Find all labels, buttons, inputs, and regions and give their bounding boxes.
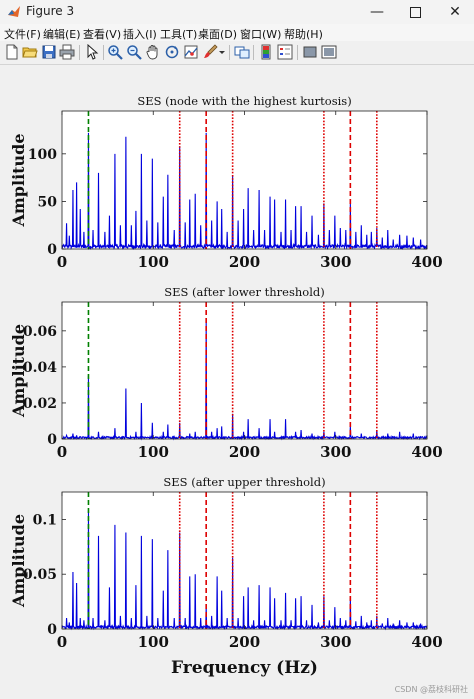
menu-window[interactable]: 窗口(W) — [240, 28, 282, 41]
y-tick-label: 0.02 — [23, 396, 57, 412]
axes-background — [62, 492, 427, 629]
y-tick-label: 50 — [38, 194, 58, 210]
x-tick-label: 300 — [320, 443, 351, 461]
minimize-button[interactable]: — — [358, 0, 396, 24]
y-tick-label: 0.05 — [23, 567, 57, 583]
subplot-2[interactable]: 0 100 200 300 400 0 0.02 0.04 0.06 SES (after low… — [9, 285, 443, 461]
y-tick-label: 0.04 — [23, 360, 57, 376]
menu-tools[interactable]: 工具(T) — [160, 28, 198, 41]
zoom-in-icon[interactable] — [107, 44, 123, 60]
menu-file[interactable]: 文件(F) — [4, 28, 41, 41]
toolbar-separator — [253, 45, 254, 60]
x-tick-label: 0 — [57, 633, 67, 651]
close-icon: ✕ — [449, 4, 461, 20]
rotate-3d-icon[interactable] — [164, 44, 180, 60]
hide-plot-tools-icon[interactable] — [302, 44, 318, 60]
zoom-out-icon[interactable] — [126, 44, 142, 60]
y-tick-label: 100 — [28, 147, 57, 163]
maximize-icon — [409, 6, 421, 18]
toolbar-separator — [79, 45, 80, 60]
y-axis-label: Amplitude — [9, 324, 28, 418]
y-tick-label: 0 — [47, 242, 57, 258]
link-plot-icon[interactable] — [234, 44, 250, 60]
x-tick-label: 0 — [57, 253, 67, 271]
y-axis-label: Amplitude — [9, 133, 28, 227]
pan-hand-icon[interactable] — [145, 44, 161, 60]
y-axis-label: Amplitude — [9, 514, 28, 608]
y-tick-label: 0.1 — [33, 512, 57, 528]
toolbar-separator — [297, 45, 298, 60]
x-tick-label: 300 — [320, 253, 351, 271]
menu-edit[interactable]: 编辑(E) — [43, 28, 81, 41]
y-tick-label: 0.06 — [23, 324, 57, 340]
window-titlebar: Figure 3 — ✕ — [0, 0, 474, 24]
x-tick-label: 300 — [320, 633, 351, 651]
subplot-title: SES (node with the highest kurtosis) — [137, 94, 351, 108]
subplot-3[interactable]: 0 100 200 300 400 0 0.05 0.1 SES (after upper th… — [9, 475, 443, 678]
x-tick-label: 100 — [138, 253, 169, 271]
figure-canvas: 0 100 200 300 400 0 50 100 SES (node with the hi… — [0, 65, 474, 699]
show-plot-tools-icon[interactable] — [321, 44, 337, 60]
menu-help[interactable]: 帮助(H) — [284, 28, 323, 41]
menu-bar: 文件(F) 编辑(E) 查看(V) 插入(I) 工具(T) 桌面(D) 窗口(W… — [0, 24, 474, 41]
x-tick-label: 200 — [229, 253, 260, 271]
new-figure-icon[interactable] — [4, 44, 20, 60]
axes-background — [62, 111, 427, 249]
x-tick-label: 200 — [229, 633, 260, 651]
matlab-app-icon — [8, 6, 20, 17]
x-tick-label: 200 — [229, 443, 260, 461]
figure-plots: 0 100 200 300 400 0 50 100 SES (node with the hi… — [9, 94, 443, 678]
watermark: CSDN @荔枝科研社 — [394, 685, 468, 694]
subplot-title: SES (after lower threshold) — [164, 285, 324, 299]
figure-toolbar — [0, 41, 474, 65]
open-file-icon[interactable] — [22, 44, 38, 60]
colorbar-icon[interactable] — [258, 44, 274, 60]
maximize-button[interactable] — [396, 0, 434, 24]
y-tick-label: 0 — [47, 622, 57, 638]
minimize-icon: — — [370, 4, 384, 20]
legend-icon[interactable] — [277, 44, 293, 60]
edit-plot-arrow-icon[interactable] — [84, 44, 100, 60]
toolbar-separator — [103, 45, 104, 60]
menu-insert[interactable]: 插入(I) — [123, 28, 157, 41]
subplot-1[interactable]: 0 100 200 300 400 0 50 100 SES (node with the hi… — [9, 94, 443, 271]
subplot-title: SES (after upper threshold) — [163, 475, 325, 489]
window-title: Figure 3 — [26, 4, 75, 18]
x-tick-label: 400 — [411, 443, 442, 461]
close-button[interactable]: ✕ — [436, 0, 474, 24]
chevron-down-icon[interactable] — [218, 44, 226, 60]
print-icon[interactable] — [59, 44, 75, 60]
x-tick-label: 400 — [411, 253, 442, 271]
y-tick-label: 0 — [47, 432, 57, 448]
x-tick-label: 0 — [57, 443, 67, 461]
x-tick-label: 100 — [138, 633, 169, 651]
x-tick-label: 400 — [411, 633, 442, 651]
save-icon[interactable] — [41, 44, 57, 60]
brush-icon[interactable] — [202, 44, 218, 60]
axes-background — [62, 302, 427, 439]
toolbar-separator — [229, 45, 230, 60]
menu-view[interactable]: 查看(V) — [83, 28, 122, 41]
data-cursor-icon[interactable] — [183, 44, 199, 60]
x-axis-label: Frequency (Hz) — [171, 658, 318, 678]
menu-desktop[interactable]: 桌面(D) — [198, 28, 238, 41]
x-tick-label: 100 — [138, 443, 169, 461]
